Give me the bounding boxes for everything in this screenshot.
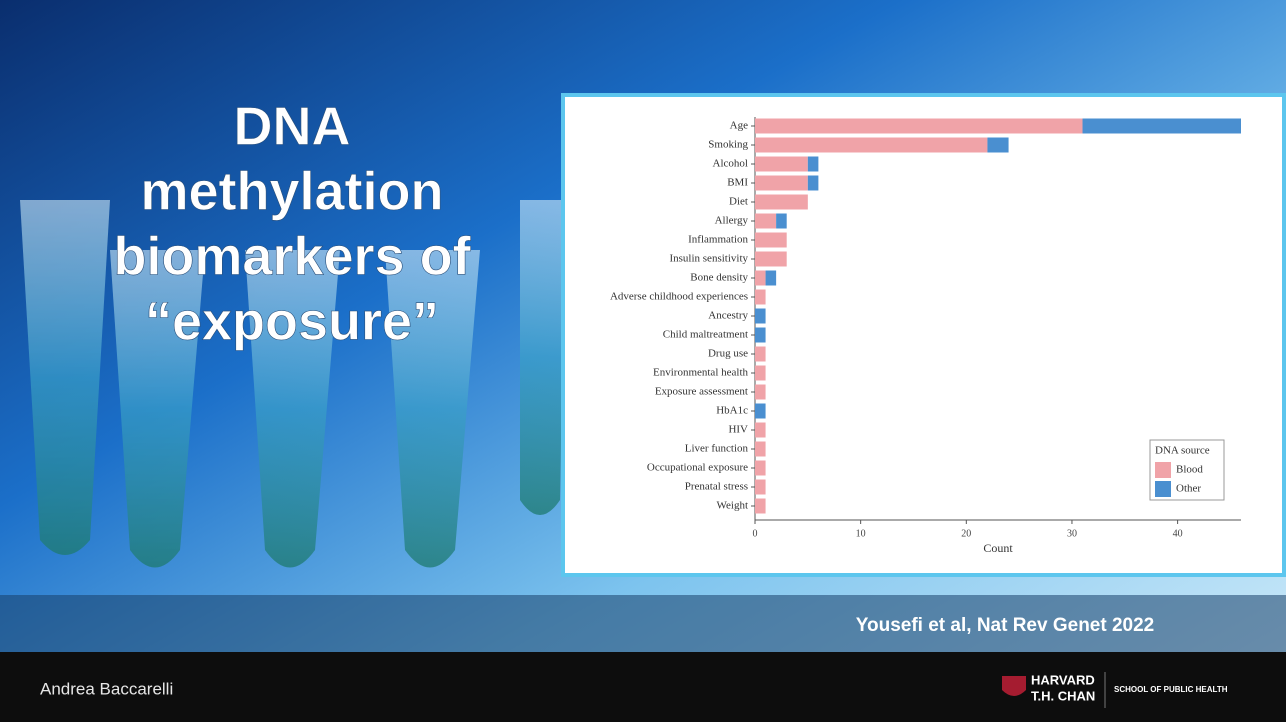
x-axis-label: Count [983,541,1013,555]
category-label: Weight [717,500,749,512]
bar-segment [755,157,808,172]
bar-segment [755,252,787,267]
x-tick-label: 0 [753,528,758,539]
bar-segment [755,328,766,343]
bar-segment [755,138,987,153]
author: Andrea Baccarelli [40,679,173,698]
bar-segment [755,480,766,495]
legend-swatch [1155,462,1171,478]
category-label: Child maltreatment [663,329,748,341]
bar-segment [808,157,819,172]
legend-title: DNA source [1155,445,1210,457]
bar-segment [766,271,777,286]
category-label: BMI [727,177,748,189]
bar-segment [755,271,766,286]
bar-segment [755,290,766,305]
logo-name: HARVARD [1031,672,1095,687]
bar-segment [755,347,766,362]
category-label: Bone density [690,272,748,284]
category-label: Diet [729,196,748,208]
category-label: Alcohol [713,158,748,170]
citation: Yousefi et al, Nat Rev Genet 2022 [856,615,1155,636]
category-label: Inflammation [688,234,748,246]
title-line: biomarkers of [113,226,471,286]
legend-label: Blood [1176,464,1203,476]
page: {"slide": { "title_lines": ["DNA", "meth… [0,0,1286,722]
bar-segment [808,176,819,191]
category-label: Adverse childhood experiences [610,291,748,303]
bar-segment [755,404,766,419]
bar-segment [1083,119,1241,134]
bar-segment [755,195,808,210]
title-line: methylation [140,161,443,221]
category-label: Occupational exposure [647,462,748,474]
category-label: Environmental health [653,367,748,379]
bar-segment [987,138,1008,153]
category-label: Insulin sensitivity [669,253,748,265]
bar-segment [755,214,776,229]
bar-segment [755,119,1083,134]
category-label: Exposure assessment [655,386,748,398]
x-tick-label: 10 [856,528,866,539]
bar-segment [755,442,766,457]
bar-segment [755,233,787,248]
category-label: Smoking [708,139,748,151]
title-line: DNA [234,96,351,156]
x-tick-label: 30 [1067,528,1077,539]
slide: DNAmethylationbiomarkers of“exposure” Yo… [0,0,1286,722]
bar-segment [755,461,766,476]
bar-segment [755,423,766,438]
logo-subtitle: SCHOOL OF PUBLIC HEALTH [1114,685,1228,694]
category-label: Prenatal stress [685,481,748,493]
category-label: HIV [728,424,748,436]
bar-segment [755,385,766,400]
bar-segment [755,176,808,191]
category-label: Liver function [685,443,749,455]
x-tick-label: 20 [961,528,971,539]
x-tick-label: 40 [1173,528,1183,539]
bar-segment [776,214,787,229]
bar-segment [755,366,766,381]
category-label: HbA1c [716,405,748,417]
legend-label: Other [1176,483,1201,495]
logo-school: T.H. CHAN [1031,688,1095,703]
category-label: Ancestry [708,310,748,322]
legend-swatch [1155,481,1171,497]
category-label: Allergy [715,215,749,227]
category-label: Drug use [708,348,748,360]
category-label: Age [730,120,748,132]
title-line: “exposure” [145,291,439,351]
bar-segment [755,499,766,514]
bar-segment [755,309,766,324]
